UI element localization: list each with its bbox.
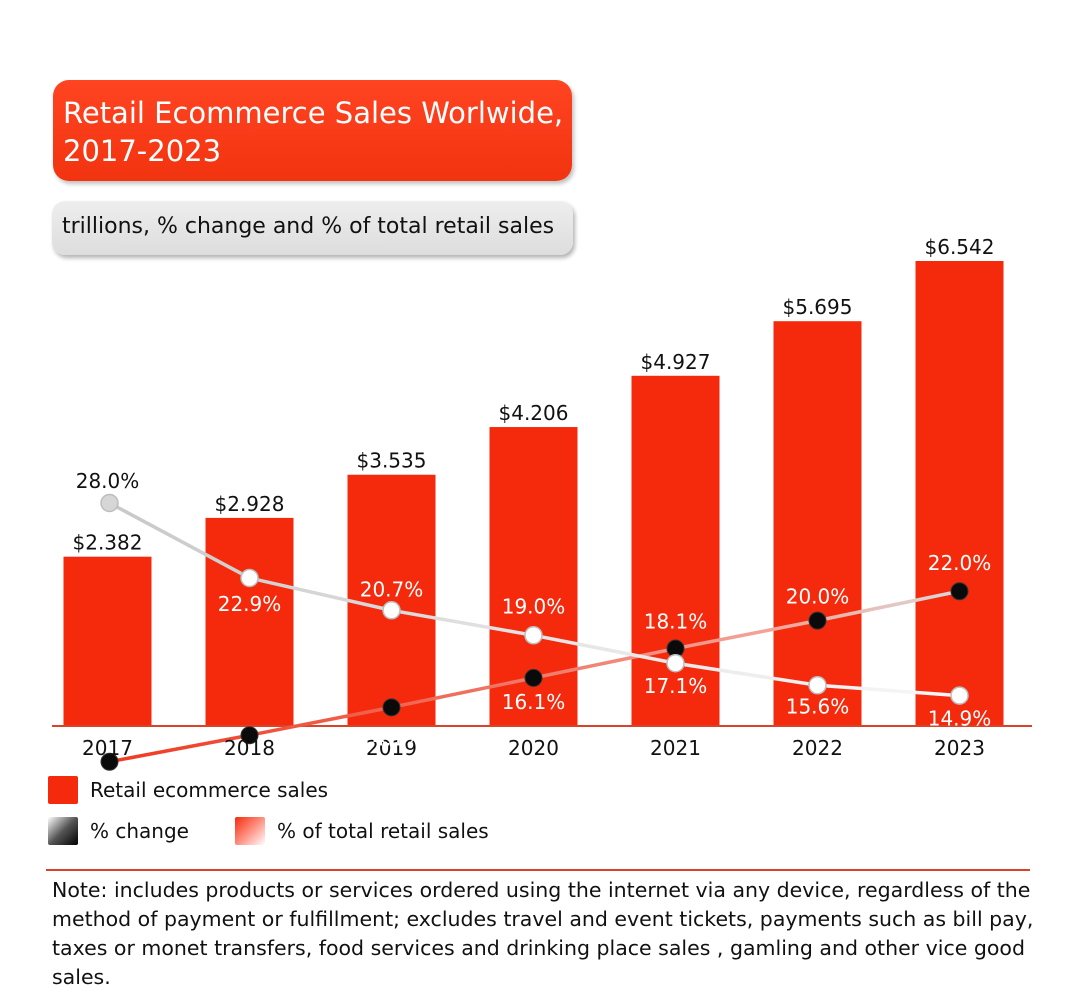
x-tick-label-2017: 2017 bbox=[82, 736, 133, 760]
x-tick-label-2022: 2022 bbox=[792, 736, 843, 760]
legend-swatch-share bbox=[235, 817, 265, 845]
change-point-2022 bbox=[808, 676, 827, 695]
bar-value-label-2020: $4.206 bbox=[499, 401, 569, 425]
legend-item-share: % of total retail sales bbox=[235, 816, 489, 846]
x-tick-label-2020: 2020 bbox=[508, 736, 559, 760]
legend-swatch-sales bbox=[48, 776, 78, 804]
share-point-2020 bbox=[524, 668, 543, 687]
note-divider bbox=[46, 869, 1030, 871]
bar-value-label-2023: $6.542 bbox=[925, 235, 995, 259]
share-label-2020: 16.1% bbox=[502, 690, 566, 714]
footnote: Note: includes products or services orde… bbox=[52, 878, 1034, 989]
labels-layer: $2.382 2017 $2.928 2018 $3.535 2019 $4.206 2020… bbox=[73, 235, 995, 776]
bar-value-label-2022: $5.695 bbox=[783, 295, 853, 319]
share-label-2022: 20.0% bbox=[786, 585, 850, 609]
change-label-2022: 15.6% bbox=[786, 694, 850, 718]
change-point-2023 bbox=[950, 686, 969, 705]
legend-item-change: % change bbox=[48, 816, 189, 846]
chart-subtitle: trillions, % change and % of total retai… bbox=[52, 201, 573, 255]
share-label-2021: 18.1% bbox=[644, 610, 708, 634]
legend-item-sales: Retail ecommerce sales bbox=[48, 775, 328, 805]
change-label-2018: 22.9% bbox=[218, 592, 282, 616]
change-point-2019 bbox=[382, 601, 401, 620]
bar-value-label-2017: $2.382 bbox=[73, 531, 143, 555]
legend-label-change: % change bbox=[90, 819, 189, 843]
share-point-2023 bbox=[950, 582, 969, 601]
share-point-2018 bbox=[240, 726, 259, 745]
share-point-2022 bbox=[808, 611, 827, 630]
chart-title: Retail Ecommerce Sales Worlwide, 2017-20… bbox=[53, 80, 572, 181]
bar-2018 bbox=[205, 517, 294, 726]
bar-value-label-2021: $4.927 bbox=[641, 350, 711, 374]
share-label-2018: 12.2% bbox=[218, 752, 282, 776]
legend-swatch-change bbox=[48, 817, 78, 845]
x-tick-label-2023: 2023 bbox=[934, 736, 985, 760]
change-label-2020: 19.0% bbox=[502, 594, 566, 618]
bar-value-label-2019: $3.535 bbox=[357, 449, 427, 473]
share-point-2019 bbox=[382, 698, 401, 717]
legend-label-sales: Retail ecommerce sales bbox=[90, 778, 329, 802]
change-point-2018 bbox=[240, 568, 259, 588]
change-point-2017 bbox=[100, 493, 119, 513]
change-label-2023: 14.9% bbox=[928, 707, 992, 731]
x-tick-label-2019: 2019 bbox=[366, 736, 417, 760]
bar-2019 bbox=[347, 474, 436, 726]
share-label-2019: 14.1% bbox=[360, 726, 424, 750]
share-point-2017 bbox=[100, 752, 119, 771]
lines-layer bbox=[100, 493, 969, 771]
chart-plot: $2.382 2017 $2.928 2018 $3.535 2019 $4.206 2020… bbox=[52, 235, 1032, 776]
change-label-2021: 17.1% bbox=[644, 674, 708, 698]
x-tick-label-2021: 2021 bbox=[650, 736, 701, 760]
x-tick-label-2018: 2018 bbox=[224, 736, 275, 760]
bar-value-label-2018: $2.928 bbox=[215, 492, 285, 516]
change-point-2021 bbox=[666, 653, 685, 673]
legend-label-share: % of total retail sales bbox=[277, 819, 489, 843]
change-label-2017: 28.0% bbox=[76, 469, 140, 493]
bars-layer bbox=[63, 261, 1004, 726]
change-point-2020 bbox=[524, 626, 543, 645]
change-label-2019: 20.7% bbox=[360, 577, 424, 601]
bar-2023 bbox=[915, 261, 1004, 726]
bar-2022 bbox=[773, 321, 862, 726]
bar-2017 bbox=[63, 556, 152, 726]
share-label-2023: 22.0% bbox=[928, 551, 992, 575]
